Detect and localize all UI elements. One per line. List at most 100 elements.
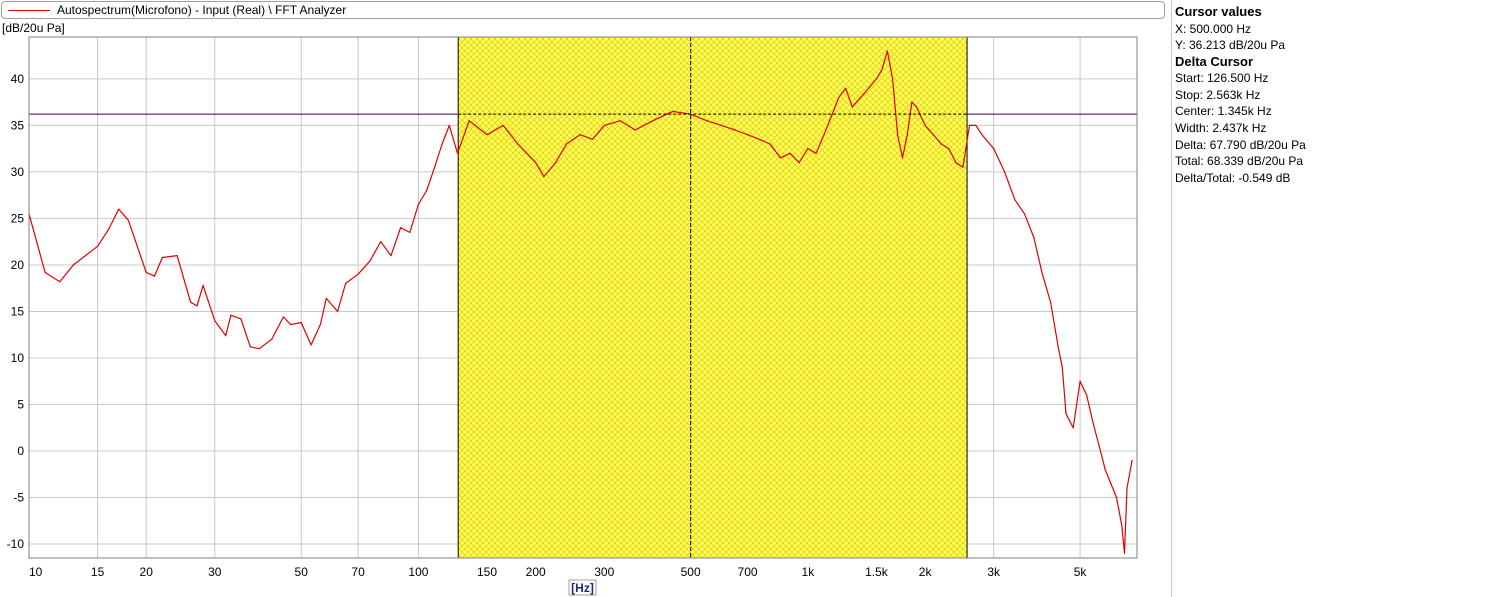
x-tick-label: 300: [594, 565, 614, 579]
delta-cursor-region[interactable]: [457, 37, 968, 558]
data-point: [369, 260, 371, 262]
data-point: [319, 323, 321, 326]
data-point: [886, 50, 889, 52]
data-point: [225, 335, 227, 337]
data-point: [1079, 380, 1081, 382]
x-tick-label: 1.5k: [865, 565, 889, 579]
data-point: [779, 157, 782, 159]
x-tick-label: 150: [477, 565, 497, 579]
data-point: [1023, 213, 1026, 215]
cursor-y-value: Y: 36.213 dB/20u Pa: [1175, 38, 1286, 52]
data-point: [202, 284, 204, 286]
data-point: [1014, 199, 1016, 201]
data-point: [823, 134, 825, 136]
data-point: [892, 78, 894, 80]
spectrum-chart[interactable]: -10 -5 0 5 10 15 20 25 30 35 40 10 15 20 30 50 70 100 150…: [0, 0, 1170, 597]
delta-center-value: Center: 1.345k Hz: [1175, 104, 1272, 118]
data-point: [118, 208, 120, 210]
legend-line-swatch: [8, 10, 50, 11]
x-tick-label: 70: [351, 565, 365, 579]
data-point: [543, 176, 545, 178]
y-axis-label: [dB/20u Pa]: [2, 21, 65, 35]
x-tick-label: 2k: [919, 565, 933, 579]
data-point: [1104, 469, 1106, 471]
data-point: [815, 152, 817, 154]
x-tick-label: 5k: [1074, 565, 1088, 579]
data-point: [993, 148, 995, 150]
data-point: [906, 134, 908, 136]
chart-legend[interactable]: Autospectrum(Microfono) - Input (Real) \…: [1, 1, 1165, 19]
data-point: [535, 162, 537, 164]
y-tick-label: 40: [11, 72, 25, 86]
data-point: [1110, 483, 1112, 485]
x-tick-labels: 10 15 20 30 50 70 100 150 200 300 500 700 1k 1.5k 2k 3k…: [29, 565, 1087, 579]
data-point: [924, 124, 926, 126]
delta-value: Delta: 67.790 dB/20u Pa: [1175, 138, 1306, 152]
data-point: [72, 264, 74, 266]
data-point: [975, 124, 977, 126]
data-point: [441, 143, 443, 145]
data-point: [1033, 236, 1035, 238]
data-point: [325, 297, 327, 299]
x-tick-label: 30: [208, 565, 222, 579]
data-point: [300, 322, 302, 324]
delta-width-value: Width: 2.437k Hz: [1175, 121, 1267, 135]
y-tick-label: 20: [11, 258, 25, 272]
data-point: [830, 115, 833, 117]
cursor-lines[interactable]: [29, 37, 1137, 558]
data-point: [417, 203, 419, 206]
data-point: [1072, 427, 1074, 429]
data-point: [634, 129, 636, 131]
data-point: [807, 148, 809, 150]
data-point: [345, 282, 347, 285]
data-point: [230, 314, 232, 316]
data-point: [190, 301, 192, 303]
y-tick-label: 0: [17, 444, 24, 458]
data-point: [940, 143, 942, 145]
data-point: [517, 143, 519, 145]
x-axis-label: [Hz]: [571, 581, 594, 595]
data-point: [161, 256, 163, 259]
data-point: [915, 106, 918, 108]
data-point: [1092, 422, 1094, 424]
data-point: [196, 305, 198, 307]
data-point: [734, 129, 736, 131]
delta-total-value: Delta/Total: -0.549 dB: [1175, 171, 1291, 185]
delta-region-fill: [458, 37, 968, 558]
data-point: [176, 255, 178, 257]
data-point: [409, 231, 411, 233]
data-point: [400, 227, 402, 229]
data-point: [44, 271, 46, 273]
data-point: [468, 120, 470, 122]
data-point: [1041, 273, 1043, 275]
x-tick-label: 10: [29, 565, 43, 579]
data-point: [1050, 301, 1052, 303]
y-tick-label: 5: [17, 397, 24, 411]
data-point: [897, 134, 899, 136]
data-point: [579, 134, 581, 136]
data-point: [380, 241, 382, 243]
data-point: [875, 78, 878, 80]
cursor-x-value: X: 500.000 Hz: [1175, 22, 1252, 36]
data-point: [1123, 552, 1126, 554]
y-tick-label: 30: [11, 165, 25, 179]
data-point: [603, 124, 605, 126]
data-point: [845, 87, 847, 89]
data-point: [337, 310, 339, 313]
y-tick-label: -5: [13, 491, 24, 505]
data-point: [1065, 413, 1067, 415]
y-tick-label: -10: [7, 537, 25, 551]
data-point: [271, 338, 273, 340]
data-point: [747, 134, 749, 136]
x-axis-label-box[interactable]: [568, 579, 597, 596]
data-point: [948, 148, 950, 150]
data-point: [426, 189, 428, 192]
data-point: [789, 152, 791, 154]
data-point: [555, 162, 557, 164]
data-point: [864, 92, 866, 94]
data-point: [901, 157, 904, 159]
data-point: [720, 124, 723, 126]
delta-stop-value: Stop: 2.563k Hz: [1175, 88, 1261, 102]
data-point: [310, 344, 312, 346]
x-tick-label: 15: [91, 565, 105, 579]
